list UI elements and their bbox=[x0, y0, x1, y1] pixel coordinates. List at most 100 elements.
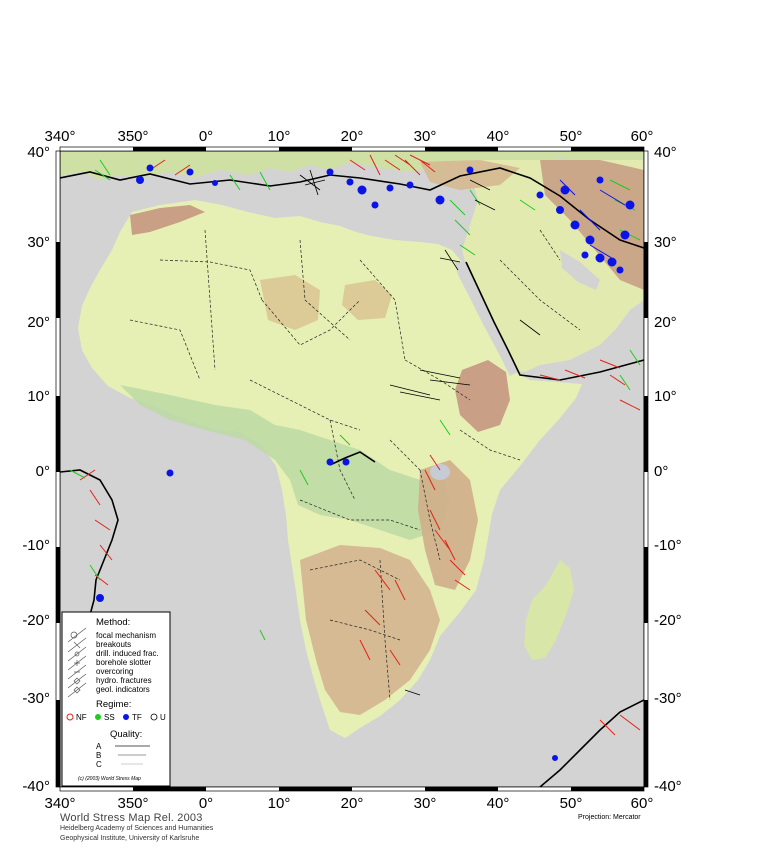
tf-stress-indicators bbox=[96, 164, 635, 761]
lon-label-bottom: 50° bbox=[560, 795, 583, 812]
lat-label-left: 40° bbox=[27, 144, 50, 161]
legend-quality-c: C bbox=[96, 760, 102, 769]
lon-label-top: 50° bbox=[560, 128, 583, 145]
legend-method-item: overcoring bbox=[96, 667, 133, 676]
lat-label-right: -20° bbox=[654, 612, 682, 629]
tropical-belt bbox=[120, 385, 450, 540]
right-latitude-labels: 40° 30° 20° 10° 0° -10° -20° -30° -40° bbox=[654, 144, 682, 795]
legend-regime-nf: NF bbox=[76, 713, 87, 722]
lat-label-right: 0° bbox=[654, 463, 668, 480]
u-stress-indicators bbox=[299, 169, 541, 696]
drill-induced-frac-symbol bbox=[67, 646, 87, 662]
lon-label-top: 40° bbox=[487, 128, 510, 145]
right-scale-bar bbox=[643, 150, 649, 788]
lon-label-bottom: 40° bbox=[487, 795, 510, 812]
legend-method-title: Method: bbox=[96, 617, 130, 628]
europe-landmass bbox=[60, 151, 644, 180]
bottom-longitude-labels: 340° 350° 0° 10° 20° 30° 40° 50° 60° bbox=[44, 795, 653, 812]
lat-label-right: -40° bbox=[654, 778, 682, 795]
ss-stress-indicators bbox=[69, 159, 641, 641]
lon-label-top: 350° bbox=[117, 128, 148, 145]
top-scale-bar bbox=[59, 146, 645, 152]
legend-regime-ss: SS bbox=[104, 713, 115, 722]
footer: World Stress Map Rel. 2003 Heidelberg Ac… bbox=[60, 812, 360, 844]
u-regime-icon bbox=[150, 713, 158, 721]
ethiopian-highland bbox=[455, 360, 510, 432]
lat-label-right: -10° bbox=[654, 537, 682, 554]
legend-method-item: borehole slotter bbox=[96, 658, 151, 667]
legend-quality-b: B bbox=[96, 751, 101, 760]
footer-line1: Heidelberg Academy of Sciences and Human… bbox=[60, 825, 214, 832]
left-scale-bar bbox=[55, 150, 61, 788]
lon-label-top: 30° bbox=[414, 128, 437, 145]
lake-victoria bbox=[430, 464, 450, 480]
lat-label-left: 20° bbox=[27, 314, 50, 331]
left-latitude-labels: 40° 30° 20° 10° 0° -10° -20° -30° -40° bbox=[22, 144, 50, 795]
legend-regime-u: U bbox=[160, 713, 166, 722]
lat-label-left: -30° bbox=[22, 690, 50, 707]
ss-regime-icon bbox=[95, 714, 101, 720]
east-african-highland bbox=[418, 460, 478, 590]
lon-label-bottom: 30° bbox=[414, 795, 437, 812]
breakouts-symbol bbox=[67, 637, 87, 653]
lon-label-bottom: 60° bbox=[631, 795, 654, 812]
ahaggar-highland bbox=[260, 275, 320, 330]
lat-label-right: 30° bbox=[654, 234, 677, 251]
legend-method-item: geol. indicators bbox=[96, 685, 150, 694]
bottom-scale-bar bbox=[59, 786, 645, 792]
legend-box bbox=[61, 611, 171, 787]
nf-regime-icon bbox=[66, 713, 74, 721]
tf-regime-icon bbox=[123, 714, 129, 720]
lat-label-right: 40° bbox=[654, 144, 677, 161]
lat-label-left: -20° bbox=[22, 612, 50, 629]
lon-label-bottom: 10° bbox=[268, 795, 291, 812]
lon-label-top: 60° bbox=[631, 128, 654, 145]
hydro-fractures-symbol bbox=[67, 673, 87, 689]
lon-label-top: 0° bbox=[199, 128, 213, 145]
legend-method-item: focal mechanism bbox=[96, 631, 156, 640]
lat-label-right: 10° bbox=[654, 388, 677, 405]
projection-label: Projection: Mercator bbox=[578, 814, 641, 821]
legend-copyright: (c) (2003) World Stress Map bbox=[78, 776, 141, 782]
red-sea bbox=[455, 262, 518, 376]
lat-label-right: 20° bbox=[654, 314, 677, 331]
focal-mechanism-symbol bbox=[67, 627, 87, 643]
tibesti-highland bbox=[342, 280, 392, 320]
method-symbols bbox=[67, 627, 87, 698]
legend-method-item: breakouts bbox=[96, 640, 131, 649]
legend-regime-tf: TF bbox=[132, 713, 142, 722]
lat-label-left: -40° bbox=[22, 778, 50, 795]
lon-label-top: 20° bbox=[341, 128, 364, 145]
footer-line2: Geophysical Institute, University of Kar… bbox=[60, 835, 200, 842]
lat-label-left: -10° bbox=[22, 537, 50, 554]
top-longitude-labels: 340° 350° 0° 10° 20° 30° 40° 50° 60° bbox=[44, 128, 653, 145]
mediterranean-sea bbox=[190, 188, 470, 248]
lat-label-left: 10° bbox=[27, 388, 50, 405]
lon-label-top: 340° bbox=[44, 128, 75, 145]
footer-title: World Stress Map Rel. 2003 bbox=[60, 812, 203, 824]
plate-boundaries bbox=[60, 167, 644, 787]
lat-label-left: 30° bbox=[27, 234, 50, 251]
lon-label-bottom: 340° bbox=[44, 795, 75, 812]
overcoring-symbol bbox=[67, 664, 87, 680]
borehole-slotter-symbol bbox=[67, 655, 87, 671]
lat-label-left: 0° bbox=[36, 463, 50, 480]
country-borders bbox=[129, 229, 581, 701]
nf-stress-indicators bbox=[79, 154, 641, 736]
legend-quality-title: Quality: bbox=[110, 729, 142, 740]
legend-method-item: hydro. fractures bbox=[96, 676, 152, 685]
legend-quality-a: A bbox=[96, 742, 102, 751]
persian-gulf bbox=[560, 250, 600, 290]
madagascar-landmass bbox=[524, 560, 574, 660]
map-area bbox=[60, 151, 644, 787]
lat-label-right: -30° bbox=[654, 690, 682, 707]
lon-label-bottom: 20° bbox=[341, 795, 364, 812]
legend-regime-title: Regime: bbox=[96, 699, 131, 710]
legend-method-item: drill. induced frac. bbox=[96, 649, 159, 658]
legend: Method: focal mechanism breakouts drill.… bbox=[61, 611, 171, 787]
lon-label-bottom: 350° bbox=[117, 795, 148, 812]
lon-label-bottom: 0° bbox=[199, 795, 213, 812]
geol-indicators-symbol bbox=[67, 682, 87, 698]
atlas-mountains bbox=[130, 205, 205, 235]
